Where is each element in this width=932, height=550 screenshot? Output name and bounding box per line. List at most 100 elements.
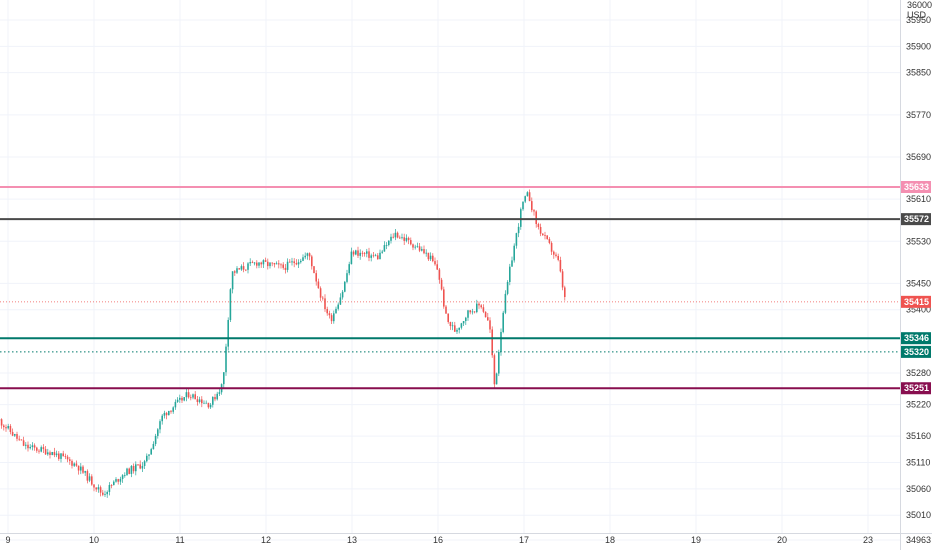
candle-body bbox=[16, 434, 18, 439]
candle-body bbox=[203, 402, 205, 404]
level-price-tag bbox=[901, 181, 931, 193]
candle-body bbox=[359, 252, 361, 256]
candle-body bbox=[434, 261, 436, 265]
price-tick-label: 35220 bbox=[906, 400, 931, 410]
candle-body bbox=[350, 251, 353, 265]
horizontal-levels bbox=[0, 186, 900, 390]
candle-body bbox=[326, 309, 328, 314]
candle-body bbox=[262, 260, 265, 265]
candle-body bbox=[522, 201, 524, 210]
candle-body bbox=[482, 307, 485, 312]
candle-body bbox=[390, 236, 392, 241]
candle-body bbox=[341, 291, 344, 298]
candle-body bbox=[218, 392, 221, 394]
candle-body bbox=[251, 262, 254, 263]
candle-body bbox=[401, 237, 403, 239]
candle-body bbox=[86, 471, 89, 481]
candle-body bbox=[132, 466, 135, 472]
candle-body bbox=[201, 399, 203, 404]
candle-body bbox=[533, 210, 535, 212]
candle-body bbox=[544, 235, 546, 236]
candle-body bbox=[214, 397, 216, 400]
candle-body bbox=[33, 445, 36, 448]
candle-body bbox=[559, 259, 562, 272]
candle-body bbox=[209, 404, 212, 408]
candle-body bbox=[115, 479, 117, 482]
candle-body bbox=[467, 310, 469, 318]
candle-body bbox=[473, 311, 476, 313]
candle-body bbox=[269, 262, 271, 267]
candle-body bbox=[491, 329, 493, 356]
price-tick-label: 35610 bbox=[906, 194, 931, 204]
candle-body bbox=[253, 262, 256, 264]
candle-body bbox=[335, 308, 337, 314]
candle-body bbox=[196, 399, 199, 402]
candle-body bbox=[73, 463, 75, 466]
time-tick-label: 9 bbox=[5, 535, 10, 545]
time-tick-label: 20 bbox=[777, 535, 787, 545]
price-tick-label: 35950 bbox=[906, 15, 931, 25]
candle-body bbox=[249, 262, 251, 264]
candle-body bbox=[126, 468, 128, 476]
candle-body bbox=[445, 306, 447, 314]
candle-body bbox=[451, 325, 454, 327]
candle-body bbox=[227, 319, 229, 347]
candle-body bbox=[302, 257, 304, 261]
candle-body bbox=[71, 460, 73, 466]
candle-body bbox=[322, 297, 324, 299]
candle-body bbox=[95, 487, 97, 490]
price-tags: 35633 35572 35346 35320 35251 35415 bbox=[901, 181, 931, 395]
candle-body bbox=[394, 232, 397, 238]
candle-body bbox=[361, 252, 364, 254]
candle-body bbox=[425, 252, 427, 254]
candle-body bbox=[119, 478, 122, 482]
candle-body bbox=[379, 252, 381, 260]
candle-body bbox=[77, 465, 80, 471]
candle-body bbox=[161, 415, 163, 422]
candle-body bbox=[181, 397, 183, 401]
level-price-tag bbox=[901, 213, 931, 226]
candle-body bbox=[106, 491, 108, 495]
candle-body bbox=[242, 266, 245, 270]
candle-body bbox=[421, 249, 423, 251]
time-axis[interactable]: 9 10 11 12 13 16 17 18 19 20 23 bbox=[0, 533, 932, 546]
candle-body bbox=[381, 251, 383, 253]
candle-body bbox=[62, 453, 64, 457]
candle-body bbox=[465, 317, 467, 322]
candle-body bbox=[159, 421, 161, 430]
candle-body bbox=[374, 255, 377, 257]
candle-body bbox=[306, 253, 309, 256]
candle-body bbox=[449, 321, 452, 327]
candle-body bbox=[104, 494, 106, 495]
time-tick-label: 18 bbox=[605, 535, 615, 545]
candle-body bbox=[423, 249, 425, 254]
candle-body bbox=[432, 255, 434, 262]
candle-body bbox=[557, 255, 559, 260]
candle-body bbox=[410, 240, 412, 245]
candle-body bbox=[229, 289, 232, 320]
price-axis[interactable]: 36000 USD 35950 35900 35850 35770 35690 35610… bbox=[900, 0, 932, 550]
candle-body bbox=[124, 475, 126, 476]
candle-body bbox=[97, 487, 100, 490]
time-tick-label: 17 bbox=[519, 535, 529, 545]
candle-body bbox=[154, 435, 157, 444]
candle-body bbox=[500, 332, 502, 353]
candle-body bbox=[190, 397, 192, 399]
candle-body bbox=[346, 273, 348, 282]
candle-body bbox=[416, 246, 419, 248]
candle-body bbox=[313, 266, 315, 274]
candle-body bbox=[194, 394, 196, 400]
candle-body bbox=[256, 262, 258, 266]
time-tick-label: 13 bbox=[347, 535, 357, 545]
candle-body bbox=[66, 456, 69, 460]
candle-body bbox=[414, 246, 416, 248]
candle-body bbox=[412, 244, 414, 248]
candle-body bbox=[42, 447, 45, 450]
candle-body bbox=[344, 281, 346, 292]
candle-body bbox=[524, 196, 526, 202]
candle-body bbox=[443, 289, 445, 307]
candle-body bbox=[170, 410, 172, 412]
candle-body bbox=[460, 323, 463, 328]
candle-body bbox=[238, 268, 240, 270]
